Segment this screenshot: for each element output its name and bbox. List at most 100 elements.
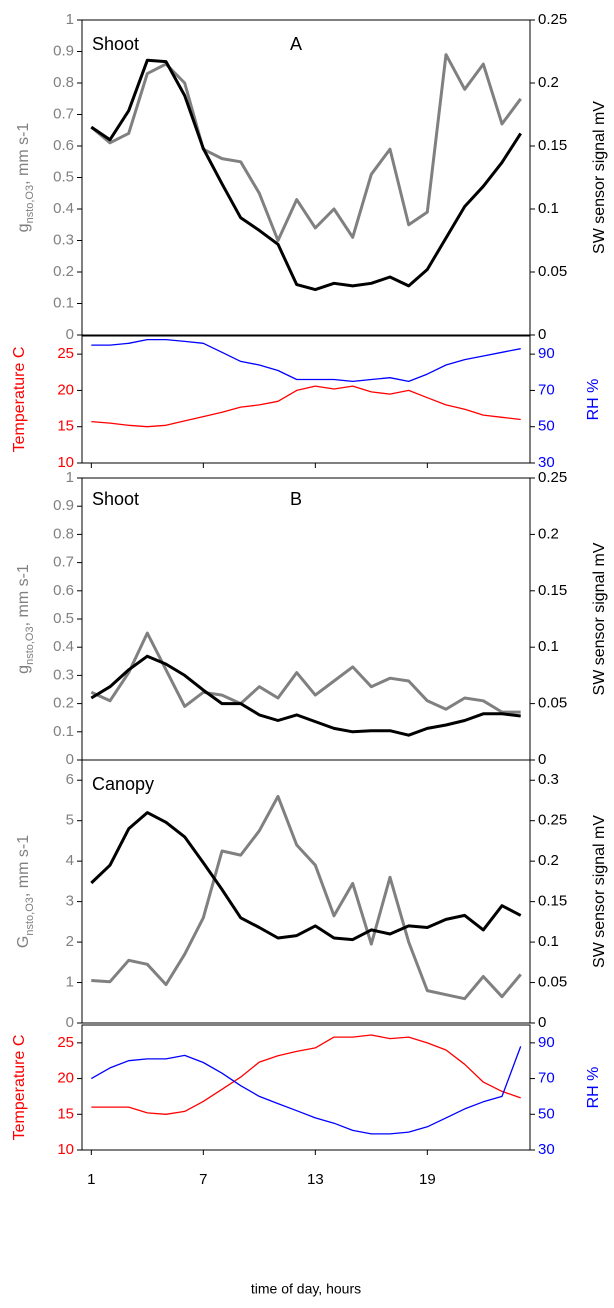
y-tick-label: 0 <box>66 326 74 343</box>
y-tick-label: 4 <box>66 852 74 869</box>
panel-annotation: Shoot <box>92 489 139 509</box>
y-tick-label: 0.4 <box>53 638 74 655</box>
y-tick-label: 20 <box>57 1070 74 1087</box>
y-axis-label: Gnsto,O3, mm s-1 <box>15 835 36 948</box>
y2-tick-label: 90 <box>538 345 555 362</box>
data-line <box>91 385 521 428</box>
y-tick-label: 0.3 <box>53 666 74 683</box>
y-axis-label-part: Temperature C <box>11 347 28 453</box>
y-tick-label: 0.7 <box>53 105 74 122</box>
y-tick-label: 10 <box>57 1141 74 1158</box>
y2-tick-label: 50 <box>538 418 555 435</box>
y2-tick-label: 0 <box>538 1014 546 1031</box>
y2-tick-label: 0.15 <box>538 582 567 599</box>
y-tick-label: 20 <box>57 381 74 398</box>
y-tick-label: 0.8 <box>53 74 74 91</box>
y2-tick-label: 0 <box>538 751 546 768</box>
y2-axis-label: SW sensor signal mV <box>591 815 608 968</box>
y2-tick-label: 0.25 <box>538 469 567 486</box>
y2-tick-label: 70 <box>538 1070 555 1087</box>
y-tick-label: 0.1 <box>53 294 74 311</box>
y-axis-label-part: g <box>15 665 32 674</box>
panel-annotation: Shoot <box>92 34 139 54</box>
y2-axis-label: SW sensor signal mV <box>591 101 608 254</box>
y-tick-label: 0.9 <box>53 497 74 514</box>
y-axis-label-part: , mm s-1 <box>15 564 32 626</box>
data-line <box>90 53 522 242</box>
plot-frame <box>81 1024 531 1151</box>
y-axis-label-part: nsto,O3 <box>24 626 36 665</box>
data-line <box>90 631 521 714</box>
y2-tick-label: 0.25 <box>538 11 567 28</box>
y-axis-label-part: g <box>15 223 32 232</box>
y2-tick-label: 0.25 <box>538 812 567 829</box>
x-tick-label: 7 <box>199 1171 207 1188</box>
y-tick-label: 5 <box>66 812 74 829</box>
y-tick-label: 0.9 <box>53 42 74 59</box>
x-tick-label: 19 <box>419 1171 436 1188</box>
y-tick-label: 0.1 <box>53 723 74 740</box>
y-tick-label: 0.2 <box>53 263 74 280</box>
y-axis-label-part: , mm s-1 <box>15 835 32 897</box>
panel-annotation: A <box>290 34 302 54</box>
data-line <box>90 811 522 942</box>
plot-frame <box>81 335 531 464</box>
y2-tick-label: 0.05 <box>538 263 567 280</box>
y2-tick-label: 90 <box>538 1034 555 1051</box>
y-axis-label-part: Temperature C <box>11 1035 28 1141</box>
y2-tick-label: 30 <box>538 454 555 471</box>
x-tick-label: 13 <box>307 1171 324 1188</box>
y-tick-label: 0.4 <box>53 200 74 217</box>
y-tick-label: 0.6 <box>53 582 74 599</box>
y2-tick-label: 0.3 <box>538 771 559 788</box>
y-tick-label: 10 <box>57 454 74 471</box>
y-tick-label: 0 <box>66 751 74 768</box>
y-axis-label: Temperature C <box>11 347 28 453</box>
y2-tick-label: 0.15 <box>538 893 567 910</box>
y-tick-label: 1 <box>66 11 74 28</box>
x-tick-label: 1 <box>87 1171 95 1188</box>
y-tick-label: 25 <box>57 345 74 362</box>
y2-tick-label: 0.2 <box>538 74 559 91</box>
y2-tick-label: 0.15 <box>538 137 567 154</box>
x-axis-label: time of day, hours <box>251 1281 361 1297</box>
y2-tick-label: 0.1 <box>538 200 559 217</box>
y-tick-label: 0 <box>66 1014 74 1031</box>
y2-tick-label: 0 <box>538 326 546 343</box>
y2-axis-label: RH % <box>585 1067 602 1109</box>
data-line <box>91 794 522 1001</box>
data-line <box>91 338 521 383</box>
y-tick-label: 0.5 <box>53 168 74 185</box>
y2-tick-label: 0.1 <box>538 638 559 655</box>
y-tick-label: 25 <box>57 1034 74 1051</box>
y-tick-label: 15 <box>57 418 74 435</box>
y-tick-label: 15 <box>57 1105 74 1122</box>
panel-annotation: B <box>290 489 302 509</box>
plot-frame <box>81 759 531 1024</box>
y-tick-label: 0.5 <box>53 610 74 627</box>
y-axis-label: gnsto,O3, mm s-1 <box>15 123 36 233</box>
data-line <box>90 1046 522 1135</box>
y-tick-label: 0.2 <box>53 695 74 712</box>
y-tick-label: 3 <box>66 893 74 910</box>
y-axis-label: Temperature C <box>11 1035 28 1141</box>
y-tick-label: 1 <box>66 974 74 991</box>
y-tick-label: 0.8 <box>53 525 74 542</box>
y-tick-label: 1 <box>66 469 74 486</box>
data-line <box>91 1034 521 1115</box>
y-axis-label-part: G <box>15 936 32 948</box>
y2-axis-label: RH % <box>585 379 602 421</box>
y2-tick-label: 0.2 <box>538 852 559 869</box>
y-tick-label: 0.7 <box>53 554 74 571</box>
y2-tick-label: 70 <box>538 381 555 398</box>
y2-tick-label: 30 <box>538 1141 555 1158</box>
y-axis-label-part: nsto,O3 <box>24 185 36 224</box>
y-axis-label-part: nsto,O3 <box>24 897 36 936</box>
y-tick-label: 0.3 <box>53 231 74 248</box>
y-tick-label: 6 <box>66 771 74 788</box>
y2-tick-label: 0.05 <box>538 974 567 991</box>
panel-annotation: Canopy <box>92 774 154 794</box>
y2-tick-label: 50 <box>538 1105 555 1122</box>
y2-tick-label: 0.1 <box>538 933 559 950</box>
